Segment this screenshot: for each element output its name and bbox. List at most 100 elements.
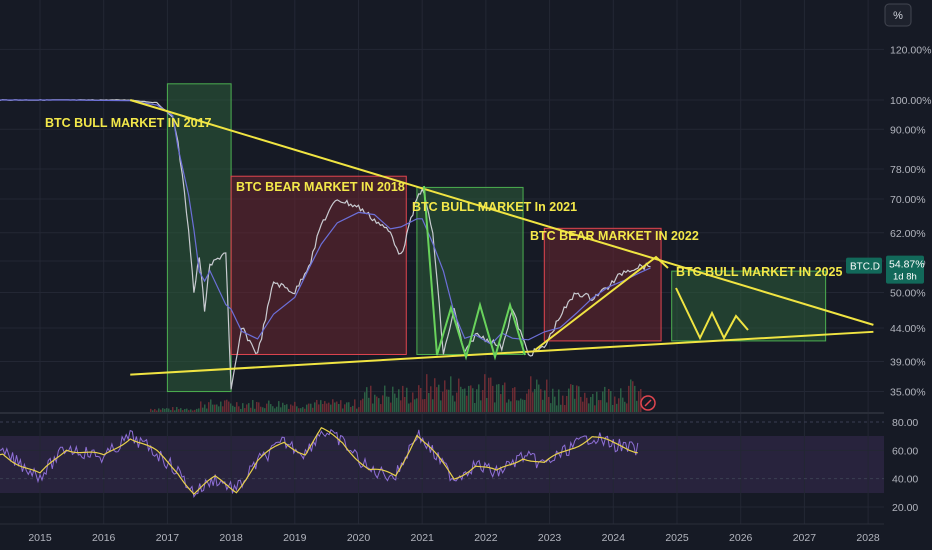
- price-tick-label-10: 35.00%: [890, 387, 926, 399]
- time-tick-label-6: 2021: [411, 532, 435, 544]
- volume-bar: [350, 406, 352, 412]
- volume-bar: [336, 401, 338, 412]
- volume-bar: [256, 401, 258, 412]
- volume-bar: [574, 398, 576, 412]
- volume-bar: [536, 379, 538, 412]
- volume-bar: [320, 400, 322, 412]
- volume-bar: [624, 401, 626, 412]
- volume-bar: [362, 398, 364, 412]
- volume-bar: [392, 386, 394, 412]
- volume-bar: [554, 396, 556, 412]
- volume-bar: [374, 394, 376, 412]
- volume-bar: [266, 403, 268, 412]
- trendline-0: [129, 99, 874, 326]
- volume-bar: [372, 403, 374, 412]
- time-tick-label-5: 2020: [347, 532, 371, 544]
- volume-bar: [220, 401, 222, 412]
- volume-bar: [596, 391, 598, 412]
- price-tick-label-4: 70.00%: [890, 194, 926, 206]
- volume-bar: [396, 397, 398, 412]
- volume-bar: [354, 399, 356, 412]
- volume-bar: [310, 403, 312, 412]
- volume-bar: [366, 387, 368, 412]
- price-tick-label-7: 50.00%: [890, 287, 926, 299]
- volume-bar: [628, 385, 630, 412]
- volume-bar: [490, 377, 492, 412]
- volume-bars: [150, 374, 642, 412]
- volume-bar: [556, 405, 558, 412]
- annotation-label-0: BTC BULL MARKET IN 2017: [45, 116, 212, 130]
- volume-bar: [328, 402, 330, 412]
- volume-bar: [300, 408, 302, 412]
- volume-bar: [214, 404, 216, 412]
- volume-bar: [568, 388, 570, 412]
- projection-zigzag-yellow: [675, 287, 749, 341]
- volume-bar: [364, 392, 366, 412]
- volume-bar: [268, 400, 270, 412]
- volume-bar: [446, 389, 448, 412]
- time-tick-label-10: 2025: [665, 532, 689, 544]
- volume-bar: [588, 403, 590, 412]
- volume-bar: [432, 399, 434, 412]
- volume-bar: [590, 397, 592, 412]
- volume-bar: [412, 392, 414, 412]
- volume-bar: [180, 408, 182, 412]
- volume-bar: [526, 393, 528, 412]
- volume-bar: [494, 402, 496, 412]
- volume-bar: [436, 387, 438, 412]
- volume-bar: [154, 409, 156, 412]
- volume-bar: [462, 389, 464, 412]
- volume-bar: [404, 396, 406, 412]
- volume-bar: [202, 407, 204, 412]
- volume-bar: [236, 402, 238, 412]
- alert-icon: [640, 395, 656, 411]
- volume-bar: [618, 398, 620, 412]
- volume-bar: [192, 410, 194, 412]
- volume-bar: [576, 385, 578, 412]
- volume-bar: [242, 403, 244, 412]
- annotation-box-0: [166, 83, 232, 393]
- volume-bar: [204, 404, 206, 412]
- volume-bar: [352, 405, 354, 412]
- volume-bar: [552, 388, 554, 412]
- volume-bar: [212, 404, 214, 412]
- time-tick-label-1: 2016: [92, 532, 116, 544]
- volume-bar: [196, 408, 198, 412]
- symbol-tag-label: BTC.D: [850, 262, 880, 273]
- volume-bar: [194, 409, 196, 412]
- volume-bar: [370, 385, 372, 412]
- volume-bar: [408, 403, 410, 412]
- volume-bar: [540, 389, 542, 412]
- volume-bar: [410, 402, 412, 412]
- volume-bar: [238, 406, 240, 412]
- volume-bar: [612, 405, 614, 412]
- time-tick-label-8: 2023: [538, 532, 562, 544]
- annotation-box-1: [230, 175, 407, 355]
- percent-scale-button[interactable]: %: [884, 3, 912, 27]
- volume-bar: [584, 392, 586, 412]
- volume-bar: [422, 399, 424, 412]
- volume-bar: [314, 402, 316, 412]
- rsi-tick-label-2: 40.00: [892, 474, 918, 486]
- rsi-tick-label-1: 60.00: [892, 445, 918, 457]
- volume-bar: [226, 399, 228, 412]
- volume-bar: [240, 408, 242, 412]
- volume-bar: [448, 389, 450, 412]
- volume-bar: [454, 401, 456, 412]
- volume-bar: [474, 402, 476, 412]
- volume-bar: [504, 382, 506, 412]
- volume-bar: [470, 385, 472, 412]
- volume-bar: [176, 406, 178, 412]
- price-tick-label-0: 120.00%: [890, 44, 931, 56]
- volume-bar: [270, 404, 272, 412]
- percent-scale-button-bg: [884, 3, 912, 27]
- price-tick-label-3: 78.00%: [890, 164, 926, 176]
- price-tick-label-2: 90.00%: [890, 124, 926, 136]
- volume-bar: [604, 386, 606, 412]
- volume-bar: [184, 409, 186, 412]
- volume-bar: [414, 399, 416, 412]
- current-value-tag: [886, 255, 924, 284]
- volume-bar: [274, 408, 276, 412]
- volume-bar: [402, 385, 404, 412]
